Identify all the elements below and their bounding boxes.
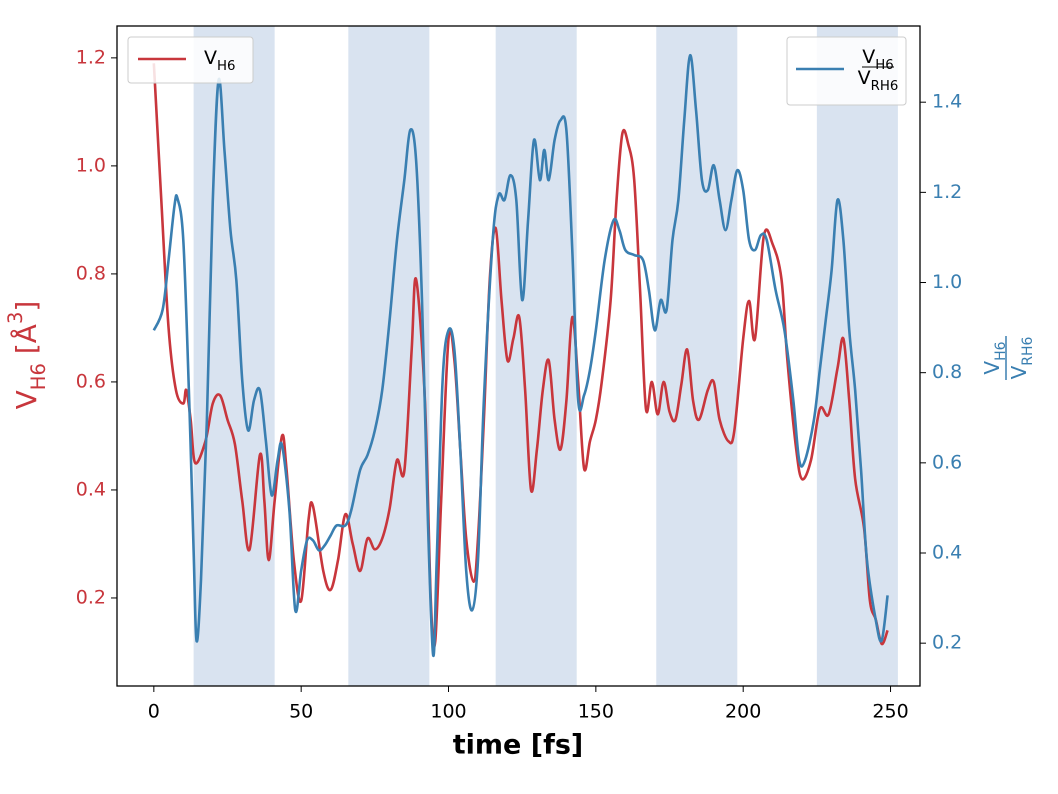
- shaded-span: [816, 26, 898, 686]
- y2-tick-label: 0.4: [932, 542, 962, 564]
- legend-label-numerator: VH6: [862, 46, 893, 73]
- y2-tick-label: 1.4: [932, 91, 962, 113]
- y2-label-numerator: VH6: [980, 341, 1010, 374]
- series-line: [152, 63, 889, 649]
- y2-label-denominator: VRH6: [1007, 336, 1037, 379]
- y2-tick-label: 1.0: [932, 271, 962, 293]
- x-tick-label: 100: [430, 701, 466, 723]
- shaded-span: [348, 26, 430, 686]
- text-part: [Å: [9, 324, 43, 363]
- x-tick-label: 150: [578, 701, 614, 723]
- text-part: ]: [10, 301, 43, 312]
- y2-tick-label: 0.2: [932, 632, 962, 654]
- legend-box: [127, 36, 254, 84]
- text-part: V: [1007, 365, 1031, 379]
- text-part: RH6: [1020, 336, 1036, 365]
- x-tick-label: 250: [872, 701, 908, 723]
- legend-label-denominator: VRH6: [858, 67, 899, 94]
- y2-tick-label: 0.6: [932, 451, 962, 473]
- y2-tick-label: 1.2: [932, 181, 962, 203]
- y-tick-label: 0.6: [76, 370, 106, 392]
- x-tick-label: 0: [148, 701, 160, 723]
- series-line: [152, 53, 889, 657]
- x-tick-label: 50: [289, 701, 313, 723]
- y2-tick-label: 0.8: [932, 361, 962, 383]
- x-tick-label: 200: [725, 701, 761, 723]
- text-part: H6: [217, 59, 235, 74]
- legend: VH6: [127, 36, 254, 84]
- text-part: V: [858, 67, 871, 89]
- legend-label: VH6: [204, 47, 235, 74]
- y-axis-label: VH6 [Å3]: [4, 301, 50, 410]
- text-part: H6: [993, 341, 1009, 361]
- text-part: RH6: [871, 79, 899, 94]
- text-part: V: [980, 361, 1004, 375]
- text-part: V: [862, 46, 875, 68]
- text-part: 3: [4, 312, 27, 324]
- y-tick-label: 1.0: [76, 154, 106, 176]
- plot-frame: [116, 25, 921, 687]
- text-part: H6: [27, 363, 50, 390]
- text-part: V: [10, 390, 43, 409]
- shaded-span: [193, 26, 275, 686]
- y-tick-label: 0.2: [76, 586, 106, 608]
- text-part: V: [204, 47, 217, 69]
- text-part: H6: [875, 58, 893, 73]
- shaded-span: [656, 26, 738, 686]
- y-tick-label: 1.2: [76, 46, 106, 68]
- legend-box: [786, 36, 907, 106]
- y2-axis-label: VH6 VRH6: [980, 336, 1037, 380]
- x-axis-label: time [fs]: [453, 730, 584, 761]
- y-tick-label: 0.8: [76, 262, 106, 284]
- y-tick-label: 0.4: [76, 478, 106, 500]
